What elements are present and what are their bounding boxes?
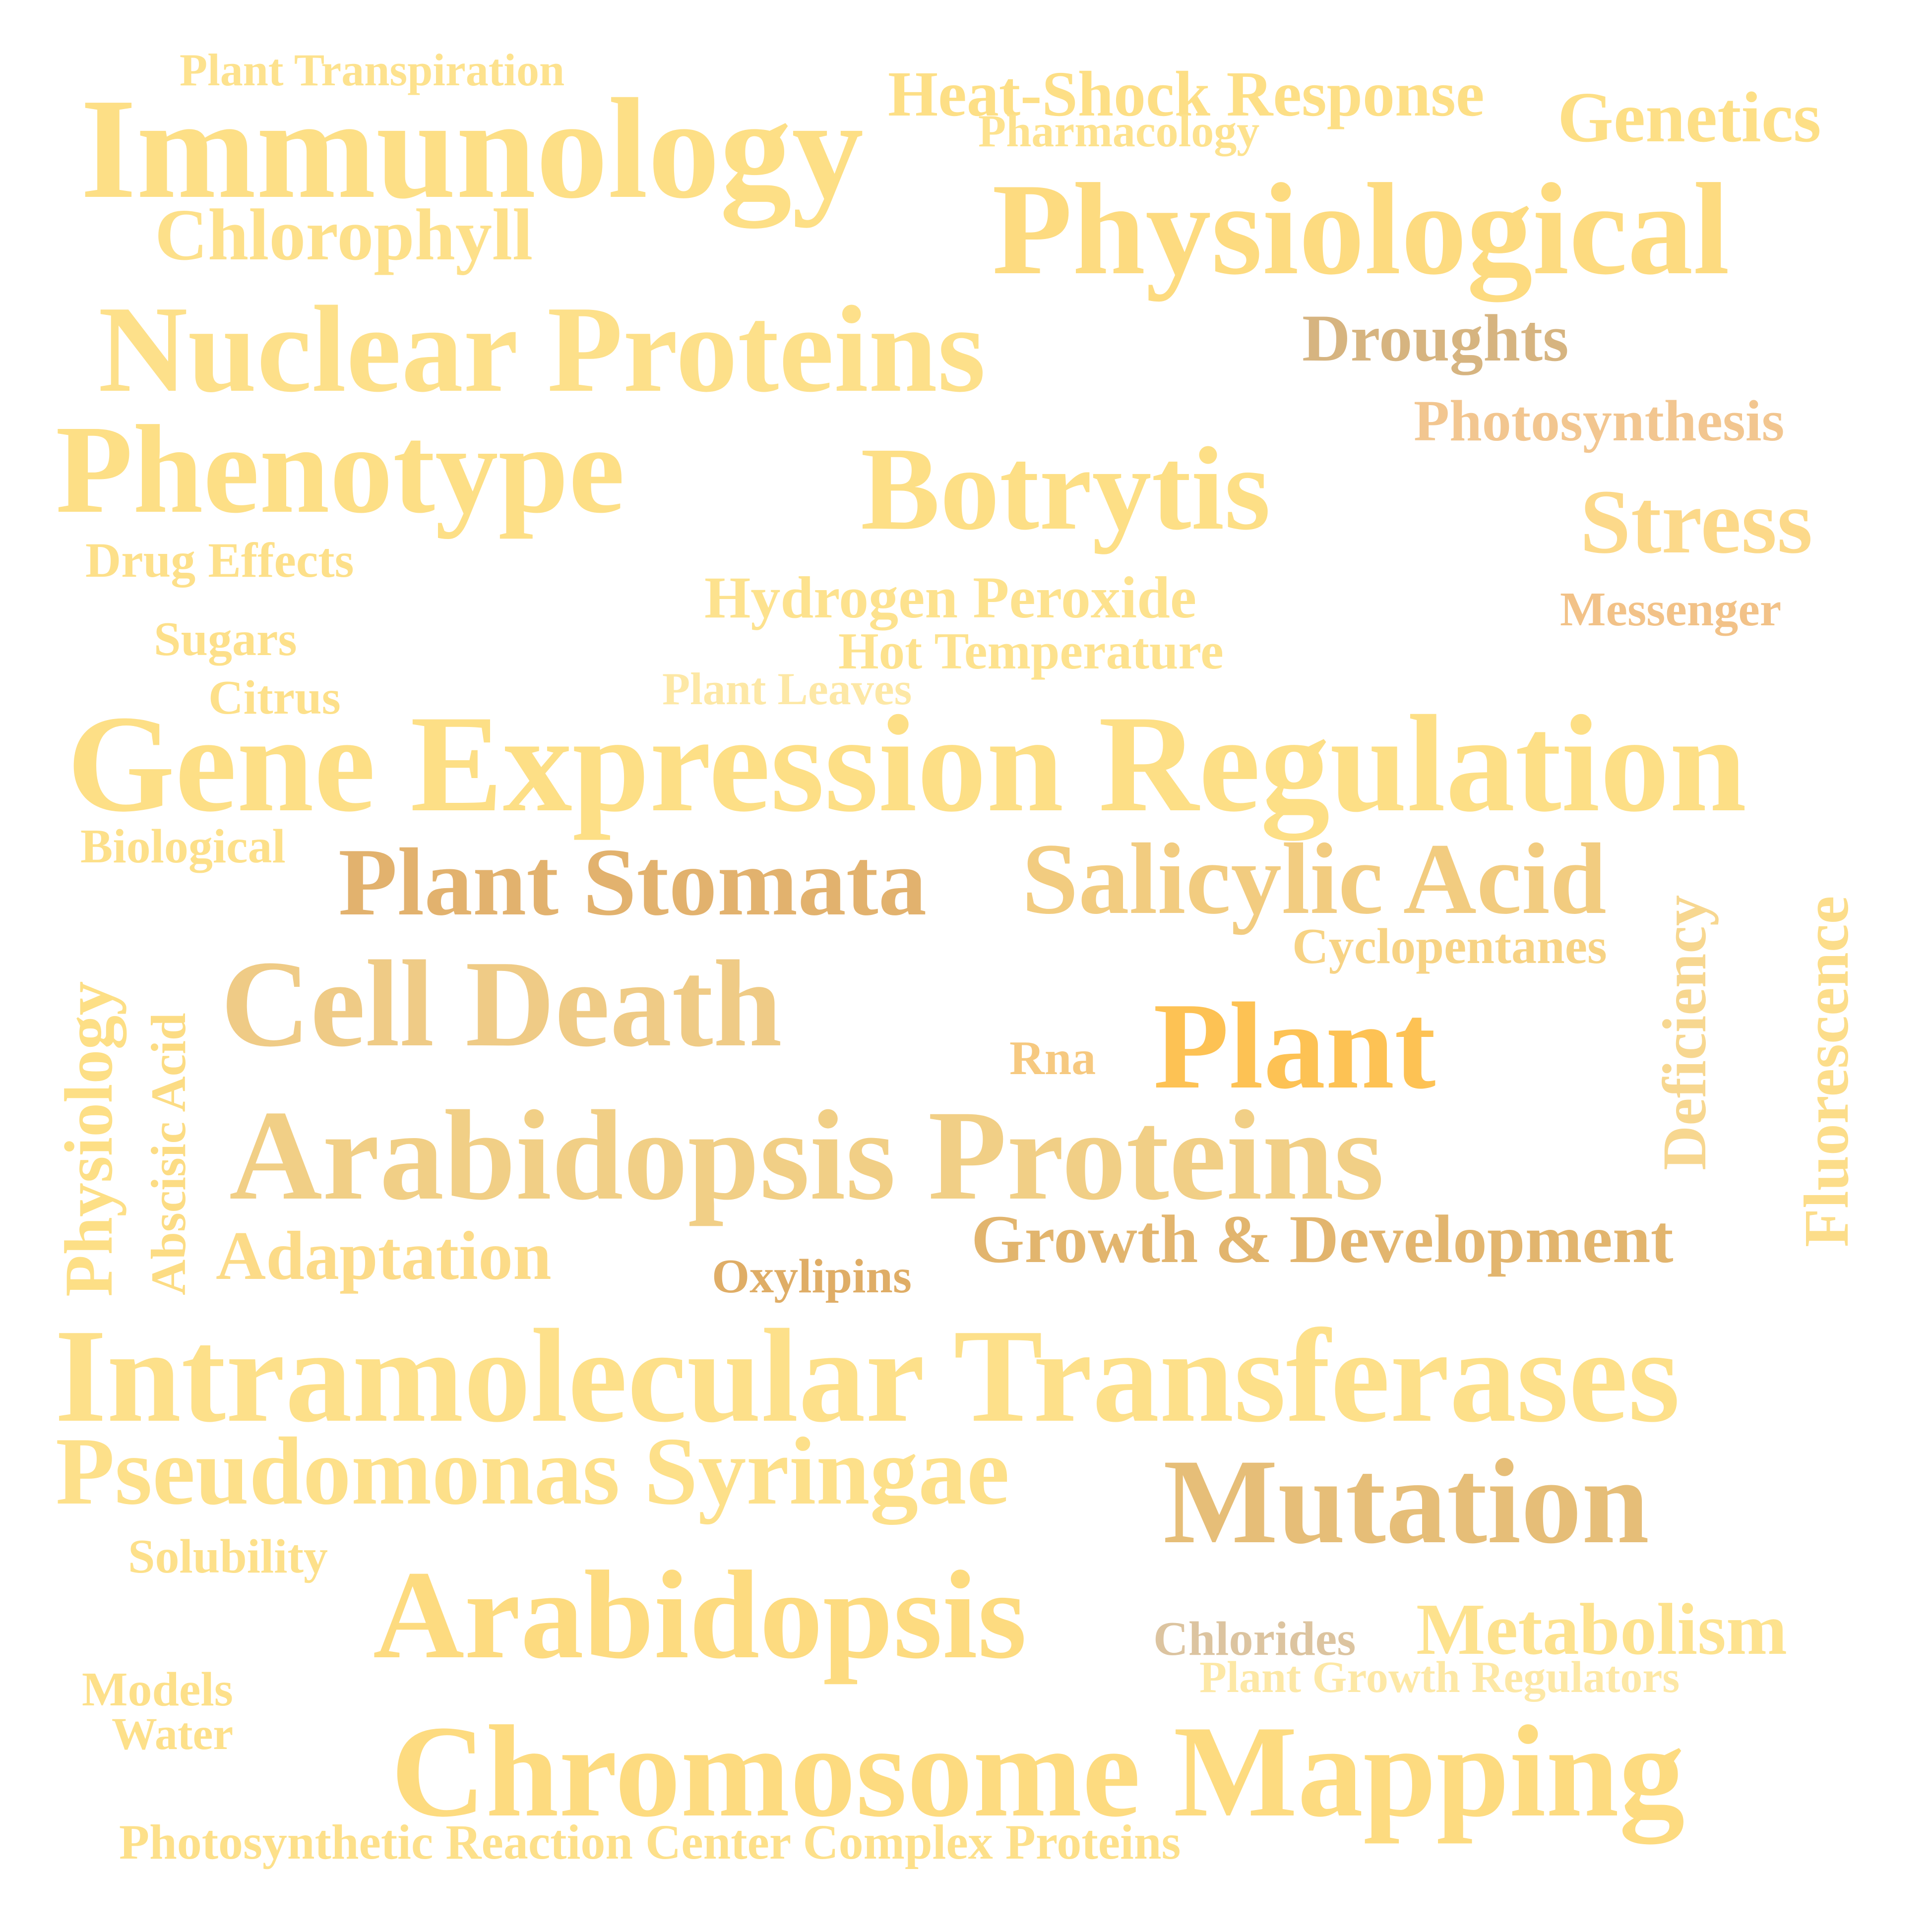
word-deficiency: Deficiency	[1651, 895, 1719, 1170]
word-stress: Stress	[1580, 471, 1813, 573]
word-drug-effects: Drug Effects	[85, 533, 354, 588]
word-intramolecular-transferases: Intramolecular Transferases	[55, 1302, 1681, 1450]
word-rna: Rna	[1009, 1031, 1096, 1085]
word-water: Water	[112, 1708, 234, 1759]
word-physiological: Physiological	[992, 157, 1730, 302]
word-arabidopsis: Arabidopsis	[373, 1545, 1027, 1685]
word-cell-death: Cell Death	[221, 935, 782, 1073]
word-biological: Biological	[80, 820, 286, 873]
word-growth-development: Growth & Development	[971, 1201, 1674, 1277]
word-immunology: Immunology	[80, 69, 864, 228]
word-chlorophyll: Chlorophyll	[155, 194, 533, 276]
word-salicylic-acid: Salicylic Acid	[1022, 823, 1607, 935]
word-gene-expression-regulation: Gene Expression Regulation	[67, 686, 1747, 841]
word-botrytis: Botrytis	[861, 423, 1271, 554]
word-pharmacology: Pharmacology	[978, 106, 1260, 156]
word-adaptation: Adaptation	[216, 1217, 552, 1294]
word-plant-stomata: Plant Stomata	[338, 829, 927, 936]
word-solubility: Solubility	[128, 1530, 328, 1583]
word-abscisic-acid: Abscisic Acid	[141, 1013, 196, 1295]
word-hot-temperature: Hot Temperature	[838, 622, 1224, 680]
word-plant-growth-regulators: Plant Growth Regulators	[1199, 1653, 1680, 1702]
word-heat-shock-response: Heat-Shock Response	[888, 59, 1485, 130]
word-models: Models	[82, 1663, 233, 1716]
word-sugars: Sugars	[154, 612, 297, 666]
word-fluorescence: Fluorescence	[1791, 896, 1862, 1248]
word-hydrogen-peroxide: Hydrogen Peroxide	[704, 564, 1197, 630]
word-chlorides: Chlorides	[1153, 1612, 1356, 1666]
word-mutation: Mutation	[1163, 1434, 1649, 1569]
word-oxylipins: Oxylipins	[712, 1250, 912, 1303]
word-nuclear-proteins: Nuclear Proteins	[98, 281, 986, 418]
word-arabidopsis-proteins: Arabidopsis Proteins	[229, 1084, 1384, 1227]
word-physiology: Physiology	[51, 981, 126, 1297]
word-plant-transpiration: Plant Transpiration	[180, 45, 565, 95]
word-cyclopentanes: Cyclopentanes	[1292, 918, 1607, 974]
word-pseudomonas-syringae: Pseudomonas Syringae	[56, 1418, 1010, 1525]
word-phenotype: Phenotype	[56, 400, 625, 540]
word-citrus: Citrus	[208, 671, 341, 724]
word-chromosome-mapping: Chromosome Mapping	[391, 1699, 1685, 1844]
word-droughts: Droughts	[1302, 302, 1569, 375]
word-messenger: Messenger	[1560, 583, 1782, 636]
word-genetics: Genetics	[1558, 78, 1821, 157]
word-metabolism: Metabolism	[1416, 1589, 1788, 1670]
word-photosynthesis: Photosynthesis	[1414, 388, 1785, 453]
word-photosynthetic-reaction-center-complex-proteins: Photosynthetic Reaction Center Complex P…	[119, 1814, 1181, 1870]
word-plant-leaves: Plant Leaves	[662, 664, 912, 714]
word-plant: Plant	[1153, 977, 1436, 1115]
